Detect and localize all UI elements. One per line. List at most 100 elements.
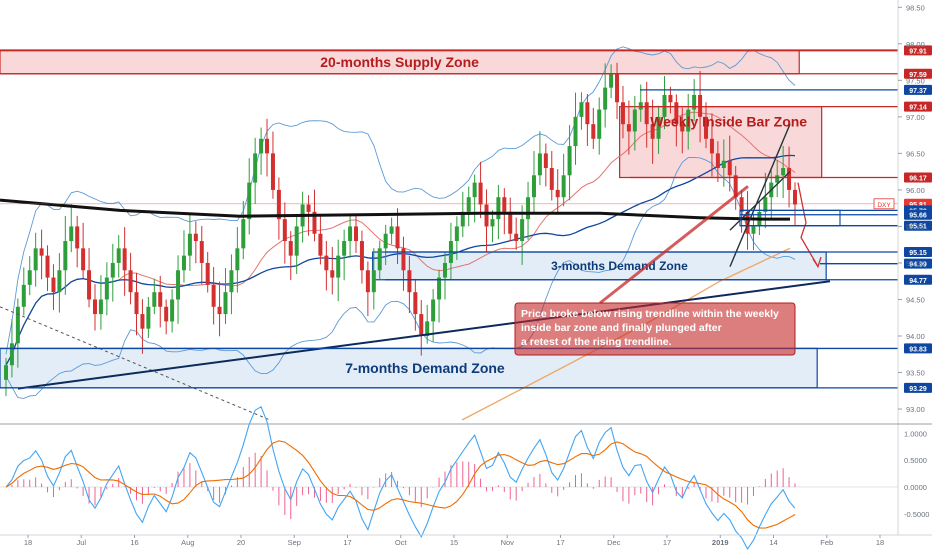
candle-body xyxy=(793,189,797,205)
oscillator-tick-label: 0.5000 xyxy=(904,456,927,465)
candle-body xyxy=(134,292,139,315)
candle-body xyxy=(140,314,145,329)
candle-body xyxy=(87,270,92,300)
projection-arrow-head xyxy=(812,256,822,269)
level-tag-label: 96.17 xyxy=(909,175,927,182)
candle-body xyxy=(490,219,495,227)
candle-body xyxy=(603,87,608,110)
candle-body xyxy=(389,226,394,234)
candle-body xyxy=(9,343,14,366)
zone-label: 7-months Demand Zone xyxy=(345,360,505,376)
level-tag-label: 97.37 xyxy=(909,88,927,95)
price-tick-label: 98.00 xyxy=(906,40,925,49)
candle-body xyxy=(51,277,56,293)
candle-body xyxy=(502,197,507,212)
annotation-pointer xyxy=(599,185,749,305)
candle-body xyxy=(787,168,792,190)
candle-body xyxy=(63,241,68,271)
candle-body xyxy=(365,270,370,293)
candle-body xyxy=(763,197,768,212)
time-tick-label: Sep xyxy=(288,538,301,547)
candle-body xyxy=(692,94,697,110)
candle-body xyxy=(567,146,572,176)
candle-body xyxy=(217,306,222,315)
price-tick-label: 94.50 xyxy=(906,295,925,304)
candle-body xyxy=(721,160,726,168)
dashed-trendline xyxy=(0,306,271,421)
candle-body xyxy=(4,365,8,380)
candle-body xyxy=(176,270,181,300)
candle-body xyxy=(181,255,186,271)
candle-body xyxy=(265,138,270,154)
candle-body xyxy=(205,262,210,285)
oscillator-signal-line xyxy=(5,440,796,529)
candle-body xyxy=(597,109,602,139)
retest-box xyxy=(739,209,841,227)
candle-body xyxy=(555,189,560,198)
candle-body xyxy=(401,248,406,271)
candle-body xyxy=(543,153,548,168)
level-tag-label: 95.81 xyxy=(909,202,927,209)
candle-body xyxy=(235,248,240,271)
level-tag-label: 94.99 xyxy=(909,262,927,269)
candle-body xyxy=(626,124,631,132)
candle-body xyxy=(733,175,738,198)
upper-band xyxy=(5,46,796,355)
candle-body xyxy=(632,109,637,132)
candle-body xyxy=(330,270,335,278)
level-tag xyxy=(904,258,932,269)
level-tag xyxy=(904,68,932,79)
candle-body xyxy=(686,109,691,132)
candle-body xyxy=(537,153,542,176)
annotation-line: Price broke below rising trendline withi… xyxy=(521,308,779,320)
candle-body xyxy=(425,321,430,336)
time-tick-label: Dec xyxy=(607,538,621,547)
price-tick-label: 96.50 xyxy=(906,149,925,158)
candle-body xyxy=(526,197,531,220)
candle-body xyxy=(454,226,459,242)
candle-body xyxy=(549,168,554,190)
candle-body xyxy=(442,262,447,278)
candle-body xyxy=(247,182,252,220)
candle-body xyxy=(15,306,20,344)
annotation-line: inside bar zone and finally plunged afte… xyxy=(521,322,722,334)
price-tick-label: 94.00 xyxy=(906,332,925,341)
candle-body xyxy=(561,175,566,198)
candle-body xyxy=(751,226,756,234)
level-tag-label: 93.83 xyxy=(909,346,927,353)
candle-body xyxy=(306,204,311,212)
candle-body xyxy=(460,211,465,227)
level-tag-label: 97.59 xyxy=(909,72,927,79)
price-tick-label: 95.00 xyxy=(906,259,925,268)
time-tick-label: 18 xyxy=(876,538,884,547)
candle-body xyxy=(585,102,590,125)
symbol-tag xyxy=(873,198,895,210)
level-tag-label: 97.14 xyxy=(909,105,927,112)
level-tag-label: 97.91 xyxy=(909,48,927,55)
candle-body xyxy=(229,270,234,293)
level-tag xyxy=(904,209,932,220)
candle-body xyxy=(739,197,744,212)
oscillator-line xyxy=(5,406,796,550)
zone-label: 3-months Demand Zone xyxy=(551,259,688,273)
rising-trendline xyxy=(17,280,831,390)
candle-body xyxy=(318,233,323,256)
level-tag xyxy=(904,172,932,183)
candle-body xyxy=(241,219,246,249)
price-tick-label: 95.50 xyxy=(906,222,925,231)
candle-body xyxy=(698,94,703,117)
candle-body xyxy=(662,94,667,117)
candle-body xyxy=(472,182,477,198)
price-tick-label: 97.50 xyxy=(906,76,925,85)
time-tick-label: 2019 xyxy=(712,538,729,547)
oscillator-tick-label: 1.0000 xyxy=(904,429,927,438)
candle-body xyxy=(496,197,501,220)
candle-body xyxy=(644,102,649,125)
candle-body xyxy=(158,292,163,307)
middle-band xyxy=(5,111,796,366)
candle-body xyxy=(609,73,614,88)
candle-body xyxy=(294,226,299,256)
candle-body xyxy=(615,73,620,103)
candle-body xyxy=(354,226,359,242)
candle-body xyxy=(187,233,192,256)
